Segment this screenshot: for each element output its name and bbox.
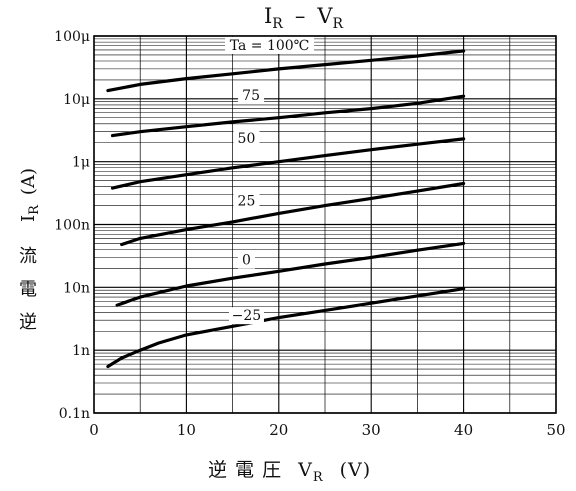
series-line-5 [106, 287, 466, 369]
svg-text:逆 電 圧VR(V): 逆 電 圧 VR (V) [208, 459, 371, 485]
series-label-4: 0 [242, 253, 251, 269]
series-label-3: 25 [238, 194, 256, 210]
series-line-3 [120, 181, 466, 247]
y-axis-label-kanji-1: 逆 [19, 312, 37, 333]
x-tick-label-2: 20 [269, 421, 288, 439]
tick-labels: 0 10 20 30 40 50 0.1n 1n 10n 100n 1μ 10μ 100μ [54, 29, 565, 439]
y-axis-label-subscript: R [27, 204, 42, 215]
x-tick-label-1: 10 [177, 421, 196, 439]
title-rhs-subscript: R [333, 16, 344, 32]
series-label-bg-0 [225, 36, 315, 54]
series-line-0 [106, 49, 466, 93]
y-tick-label-4: 1μ [72, 155, 90, 171]
x-tick-label-5: 50 [546, 421, 565, 439]
x-axis-label-subscript: R [313, 470, 324, 485]
series-layer: Ta = 100℃ 75 50 25 0 −25 [106, 36, 466, 369]
chart-title: IR – VR [264, 4, 344, 32]
series-label-5: −25 [232, 308, 262, 324]
svg-text:IR(A): IR (A) [18, 168, 42, 222]
svg-text:IR–VR: IR – VR [264, 4, 344, 32]
x-tick-label-4: 40 [454, 421, 473, 439]
y-axis-label-unit: (A) [18, 168, 39, 195]
y-axis-label-kanji-2: 電 [19, 279, 37, 300]
y-tick-label-3: 100n [54, 218, 90, 234]
series-line-1 [110, 94, 466, 138]
series-label-bg-2 [233, 129, 260, 147]
series-line-2 [110, 137, 466, 190]
y-axis-label-symbol: I [18, 215, 39, 222]
x-tick-label-0: 0 [89, 421, 99, 439]
plot-frame [93, 35, 557, 414]
series-label-0: Ta = 100℃ [230, 38, 310, 54]
series-line-4 [115, 241, 466, 307]
y-tick-label-1: 1n [72, 343, 90, 359]
y-axis-label-kanji-3: 流 [19, 246, 37, 267]
series-label-bg-5 [228, 307, 264, 325]
series-label-1: 75 [242, 88, 260, 104]
y-axis-label: 逆 電 流 IR (A) [18, 168, 42, 333]
x-axis-label-kanji: 逆 電 圧 [208, 459, 282, 481]
title-symbol: I [264, 4, 272, 28]
title-rhs-symbol: V [316, 4, 333, 28]
title-symbol-subscript: R [272, 16, 283, 32]
title-dash: – [295, 4, 306, 28]
x-tick-label-3: 30 [362, 421, 381, 439]
y-tick-label-2: 10n [63, 280, 90, 296]
series-label-2: 50 [238, 131, 256, 147]
y-tick-label-5: 10μ [63, 92, 90, 108]
series-label-bg-1 [238, 87, 265, 105]
series-label-bg-3 [233, 192, 260, 210]
y-tick-label-6: 100μ [54, 29, 90, 45]
x-axis-label: 逆 電 圧 VR (V) [208, 459, 371, 485]
y-tick-label-0: 0.1n [59, 406, 90, 422]
series-label-bg-4 [237, 251, 255, 269]
minor-grid [94, 36, 556, 413]
x-axis-label-unit: (V) [340, 459, 372, 481]
x-axis-label-symbol: V [297, 459, 313, 481]
